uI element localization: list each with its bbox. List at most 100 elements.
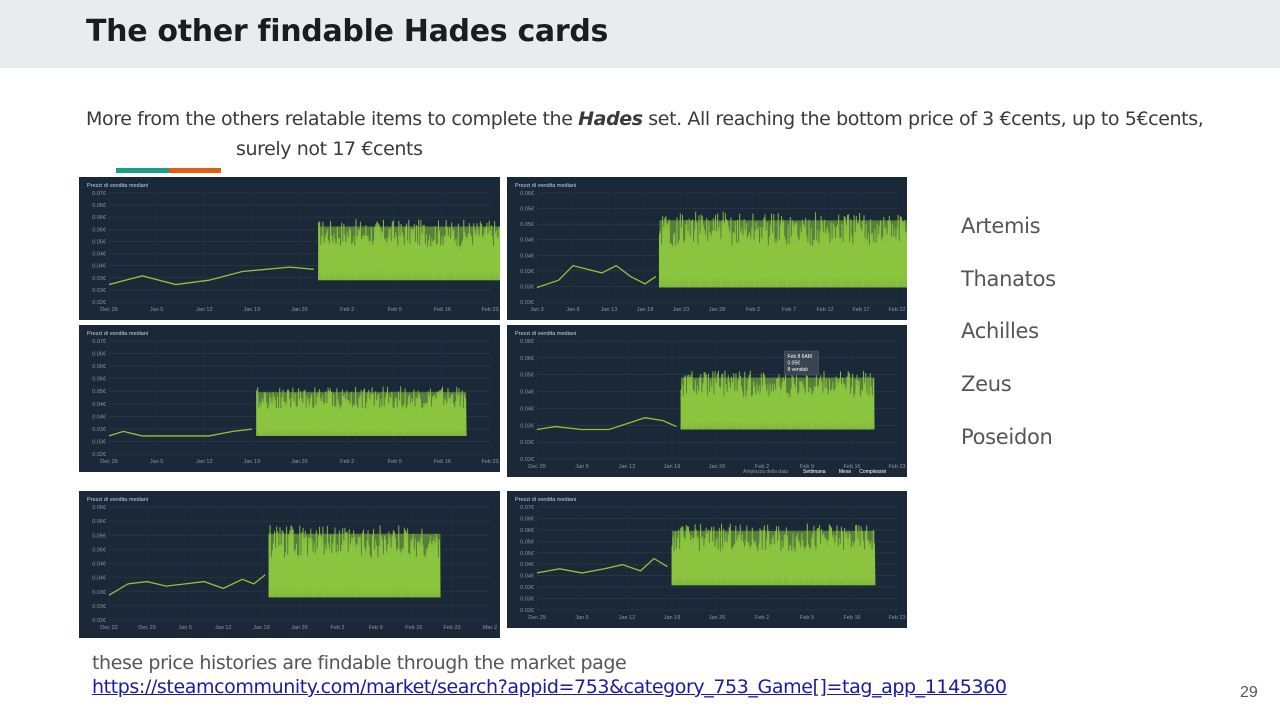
y-tick-label: 0.03€ [520,440,534,446]
x-tick-label: Jan 5 [150,459,163,465]
y-tick-label: 0.03€ [92,427,106,433]
tooltip-text: 8 venduti [788,367,808,373]
x-tick-label: Jan 23 [673,307,690,313]
price-chart-2: Prezzi di vendita mediani 0.06€ 0.05€ 0.05€… [507,177,907,320]
x-tick-label: Feb 23 [481,459,498,465]
tooltip-text: Feb 8 6AM [788,354,812,360]
y-tick-label: 0.04€ [92,562,106,568]
price-series-line [536,417,677,431]
x-tick-label: Feb 2 [755,615,769,621]
price-chart-5: Prezzi di vendita mediani 0.06€ 0.06€ 0.05€… [79,491,500,638]
x-tick-label: Jan 12 [215,625,232,631]
dense-price-line [658,211,907,288]
zoom-label: Ampiezza della data [743,469,788,475]
x-tick-label: Jan 19 [244,459,261,465]
y-tick-label: 0.03€ [92,439,106,445]
accent-bar-orange [169,168,221,173]
y-tick-label: 0.03€ [92,590,106,596]
y-tick-label: 0.05€ [92,239,106,245]
x-tick-label: Jan 3 [530,307,543,313]
y-tick-label: 0.03€ [520,284,534,290]
y-tick-label: 0.03€ [520,597,534,603]
desc-part-1: More from the others relatable items to … [86,108,579,130]
x-tick-label: Jan 19 [664,464,681,470]
x-tick-label: Feb 9 [369,625,383,631]
price-series-line [108,574,266,596]
x-tick-label: Dec 29 [528,615,545,621]
x-tick-label: Jan 19 [664,615,681,621]
y-tick-label: 0.04€ [92,576,106,582]
x-tick-label: Jan 12 [196,307,213,313]
slide-title: The other findable Hades cards [86,14,609,49]
x-tick-label: Feb 9 [388,307,402,313]
y-tick-label: 0.06€ [92,364,106,370]
y-tick-label: 0.05€ [92,533,106,539]
y-tick-label: 0.04€ [92,402,106,408]
x-tick-label: Jan 19 [253,625,270,631]
y-tick-label: 0.02€ [92,618,106,624]
y-tick-label: 0.04€ [520,238,534,244]
x-tick-label: Jan 8 [566,307,579,313]
dense-price-line [256,386,467,436]
x-tick-label: Jan 12 [196,459,213,465]
x-tick-label: Feb 23 [443,625,460,631]
desc-emphasis: Hades [578,108,643,130]
y-tick-label: 0.04€ [92,252,106,258]
x-tick-label: Feb 22 [888,307,905,313]
x-tick-label: Feb 9 [388,459,402,465]
footer-note: these price histories are findable throu… [92,652,627,674]
x-tick-label: Jan 12 [619,464,636,470]
desc-line-2: surely not 17 €cents [236,138,423,160]
slide-description: More from the others relatable items to … [86,104,1226,164]
chart-title: Prezzi di vendita mediani [515,331,576,337]
x-tick-label: Jan 12 [619,615,636,621]
y-tick-label: 0.04€ [520,574,534,580]
y-tick-label: 0.03€ [92,288,106,294]
x-tick-label: Jan 18 [637,307,654,313]
x-tick-label: Dec 29 [100,307,117,313]
chart-title: Prezzi di vendita mediani [515,183,576,189]
y-tick-label: 0.05€ [92,389,106,395]
y-tick-label: 0.04€ [520,562,534,568]
zoom-option: Complessivi [859,469,886,475]
y-tick-label: 0.07€ [520,505,534,511]
x-tick-label: Feb 16 [843,615,860,621]
y-tick-label: 0.03€ [520,269,534,275]
y-tick-label: 0.04€ [92,414,106,420]
y-tick-label: 0.04€ [520,406,534,412]
x-tick-label: Jan 28 [709,307,726,313]
dense-price-line [680,370,875,430]
x-tick-label: Feb 16 [434,307,451,313]
y-tick-label: 0.05€ [92,547,106,553]
x-tick-label: Jan 26 [709,615,726,621]
zoom-option: Settimana [803,469,826,475]
x-tick-label: Feb 9 [800,615,814,621]
x-tick-label: Feb 23 [481,307,498,313]
y-tick-label: 0.04€ [520,253,534,259]
desc-part-2: set. All reaching the bottom price of 3 … [642,108,1204,130]
x-tick-label: Feb 2 [755,464,769,470]
x-tick-label: Feb 23 [888,464,905,470]
x-tick-label: Feb 16 [843,464,860,470]
y-tick-label: 0.03€ [92,276,106,282]
price-series-line [108,266,314,286]
market-link[interactable]: https://steamcommunity.com/market/search… [92,676,1007,698]
tooltip-box [784,350,819,376]
y-tick-label: 0.07€ [92,191,106,197]
y-tick-label: 0.02€ [92,452,106,458]
x-tick-label: Feb 2 [340,307,354,313]
x-tick-label: Mar 2 [483,625,497,631]
x-tick-label: Feb 12 [816,307,833,313]
y-tick-label: 0.06€ [520,528,534,534]
x-tick-label: Jan 26 [291,459,308,465]
y-tick-label: 0.03€ [520,423,534,429]
accent-bar-teal [116,168,169,173]
price-chart-6: Prezzi di vendita mediani 0.07€ 0.06€ 0.06€… [507,491,907,628]
x-tick-label: Dec 29 [528,464,545,470]
y-tick-label: 0.06€ [520,191,534,197]
x-tick-label: Jan 26 [291,625,308,631]
y-tick-label: 0.06€ [520,356,534,362]
price-chart-4: Prezzi di vendita mediani 0.06€ 0.06€ 0.05€… [507,325,907,477]
y-tick-label: 0.05€ [520,222,534,228]
x-tick-label: Feb 9 [800,464,814,470]
